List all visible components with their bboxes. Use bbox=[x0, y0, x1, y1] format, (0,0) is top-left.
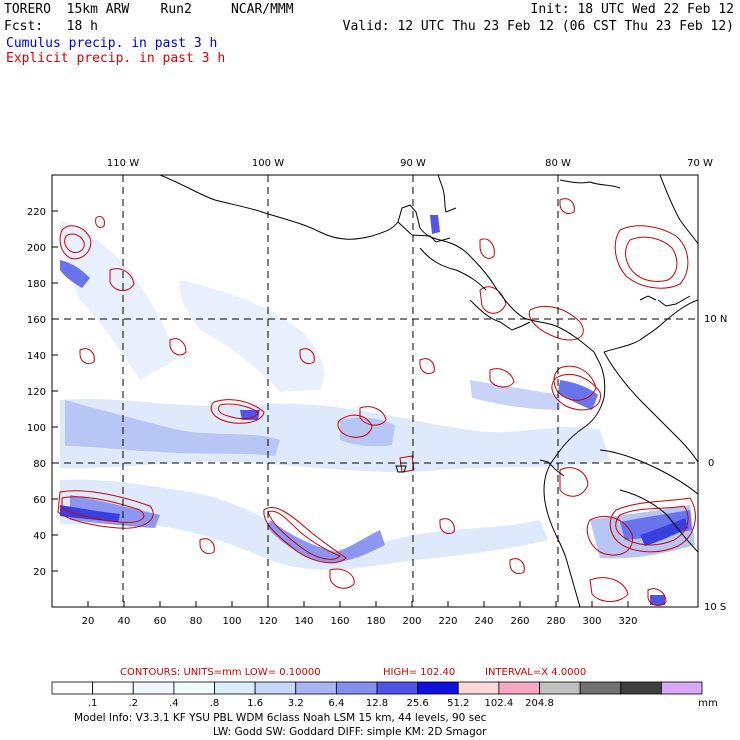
forecast-hour: Fcst: 18 h bbox=[4, 19, 98, 34]
valid-time: Valid: 12 UTC Thu 23 Feb 12 (06 CST Thu … bbox=[342, 19, 734, 34]
x-tick-label: 300 bbox=[582, 616, 601, 627]
color-bar-label: 3.2 bbox=[288, 698, 304, 709]
color-bar-label: 6.4 bbox=[328, 698, 344, 709]
color-bar-swatch bbox=[660, 681, 703, 695]
y-axis: 20 40 60 80 100 120 140 160 180 200 220 bbox=[27, 207, 58, 578]
color-bar-label: .2 bbox=[128, 698, 138, 709]
x-tick-label: 140 bbox=[294, 616, 313, 627]
x-tick-label: 40 bbox=[118, 616, 131, 627]
lon-label: 100 W bbox=[252, 158, 284, 169]
color-bar-swatch bbox=[295, 681, 337, 695]
y-tick-label: 20 bbox=[33, 567, 46, 578]
color-bar-swatch bbox=[173, 681, 215, 695]
y-tick-label: 80 bbox=[33, 459, 46, 470]
color-bar-label: 51.2 bbox=[447, 698, 469, 709]
model-title: TORERO 15km ARW Run2 NCAR/MMM bbox=[4, 2, 294, 17]
color-bar-swatch bbox=[498, 681, 540, 695]
color-bar-swatch bbox=[51, 681, 94, 695]
x-tick-label: 80 bbox=[190, 616, 203, 627]
color-bar-swatch bbox=[254, 681, 297, 695]
y-tick-label: 60 bbox=[33, 495, 46, 506]
color-bar-label: 25.6 bbox=[406, 698, 428, 709]
lon-label: 90 W bbox=[400, 158, 426, 169]
color-bar-swatch bbox=[620, 681, 662, 695]
lat-lon-grid bbox=[52, 175, 698, 607]
y-tick-label: 100 bbox=[27, 423, 46, 434]
coastlines bbox=[159, 175, 698, 607]
color-bar-label: 204.8 bbox=[525, 698, 554, 709]
lon-label: 70 W bbox=[687, 158, 713, 169]
y-tick-label: 200 bbox=[27, 243, 46, 254]
y-tick-label: 140 bbox=[27, 351, 46, 362]
init-time: Init: 18 UTC Wed 22 Feb 12 bbox=[530, 2, 735, 17]
color-bar-swatch bbox=[92, 681, 134, 695]
right-lat-labels: 10 N 0 10 S bbox=[704, 314, 727, 613]
x-tick-label: 60 bbox=[154, 616, 167, 627]
x-tick-label: 320 bbox=[618, 616, 637, 627]
color-bar bbox=[51, 681, 703, 695]
color-bar-label: 102.4 bbox=[485, 698, 514, 709]
lat-label: 10 S bbox=[704, 602, 726, 613]
color-bar-swatch bbox=[335, 681, 378, 695]
contour-interval: INTERVAL=X 4.0000 bbox=[485, 667, 586, 678]
x-tick-label: 200 bbox=[402, 616, 421, 627]
y-tick-label: 220 bbox=[27, 207, 46, 218]
contour-high: HIGH= 102.40 bbox=[383, 667, 455, 678]
color-bar-swatch bbox=[539, 681, 581, 695]
model-info-line: Model Info: V3.3.1 KF YSU PBL WDM 6class… bbox=[74, 712, 487, 724]
color-bar-swatch bbox=[579, 681, 622, 695]
x-tick-label: 160 bbox=[330, 616, 349, 627]
y-tick-label: 160 bbox=[27, 315, 46, 326]
color-bar-swatch bbox=[132, 681, 175, 695]
map-area bbox=[52, 175, 698, 607]
color-bar-label: .4 bbox=[169, 698, 179, 709]
x-tick-label: 240 bbox=[474, 616, 493, 627]
x-tick-label: 220 bbox=[438, 616, 457, 627]
color-bar-label: .8 bbox=[210, 698, 220, 709]
color-bar-swatch bbox=[457, 681, 500, 695]
lat-label: 10 N bbox=[704, 314, 727, 325]
color-bar-swatch bbox=[417, 681, 459, 695]
explicit-precip-label: Explicit precip. in past 3 h bbox=[6, 51, 226, 66]
color-bar-label: 12.8 bbox=[366, 698, 388, 709]
explicit-precip-contours bbox=[57, 198, 696, 606]
contour-units-low: CONTOURS: UNITS=mm LOW= 0.10000 bbox=[120, 667, 321, 678]
y-tick-label: 120 bbox=[27, 387, 46, 398]
x-tick-label: 120 bbox=[258, 616, 277, 627]
y-tick-label: 40 bbox=[33, 531, 46, 542]
x-tick-label: 20 bbox=[82, 616, 95, 627]
x-axis: 20 40 60 80 100 120 140 160 180 200 220 … bbox=[82, 601, 638, 627]
lat-label: 0 bbox=[708, 458, 714, 469]
cumulus-precip-label: Cumulus precip. in past 3 h bbox=[6, 36, 218, 51]
contour-info: CONTOURS: UNITS=mm LOW= 0.10000 HIGH= 10… bbox=[120, 667, 586, 678]
x-tick-label: 180 bbox=[366, 616, 385, 627]
color-bar-swatch bbox=[376, 681, 419, 695]
x-tick-label: 280 bbox=[546, 616, 565, 627]
lon-label: 80 W bbox=[545, 158, 571, 169]
physics-info-line: LW: Godd SW: Goddard DIFF: simple KM: 2D… bbox=[213, 726, 487, 738]
lon-label: 110 W bbox=[107, 158, 139, 169]
color-bar-labels: .1 .2 .4 .8 1.6 3.2 6.4 12.8 25.6 51.2 102.4 204.8 bbox=[88, 698, 554, 709]
top-lon-labels: 110 W 100 W 90 W 80 W 70 W bbox=[107, 158, 713, 169]
color-bar-label: .1 bbox=[88, 698, 98, 709]
x-tick-label: 100 bbox=[222, 616, 241, 627]
color-bar-units: mm bbox=[698, 698, 717, 709]
color-bar-label: 1.6 bbox=[247, 698, 263, 709]
x-tick-label: 260 bbox=[510, 616, 529, 627]
y-tick-label: 180 bbox=[27, 279, 46, 290]
color-bar-swatch bbox=[214, 681, 256, 695]
